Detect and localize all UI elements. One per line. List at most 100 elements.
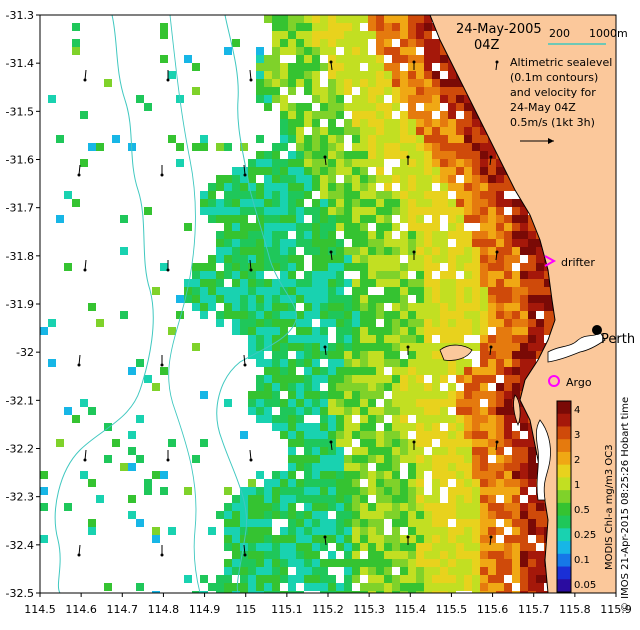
chl-pixel	[296, 111, 304, 119]
chl-pixel	[424, 79, 432, 87]
chl-pixel	[392, 519, 400, 527]
chl-pixel	[440, 119, 448, 127]
chl-pixel	[408, 591, 416, 593]
chl-pixel	[440, 503, 448, 511]
chl-pixel	[408, 167, 416, 175]
chl-pixel	[272, 255, 280, 263]
chl-pixel	[464, 559, 472, 567]
chl-pixel	[408, 335, 416, 343]
chl-pixel	[304, 159, 312, 167]
chl-pixel	[464, 447, 472, 455]
chl-pixel	[272, 39, 280, 47]
chl-pixel	[344, 327, 352, 335]
chl-pixel	[352, 399, 360, 407]
chl-pixel	[432, 527, 440, 535]
chl-pixel	[464, 151, 472, 159]
chl-pixel	[280, 303, 288, 311]
chl-pixel	[312, 447, 320, 455]
chl-pixel	[368, 119, 376, 127]
velocity-arrow	[84, 259, 87, 271]
chl-pixel	[416, 55, 424, 63]
chl-pixel	[544, 279, 552, 287]
colorbar-tick-label: 4	[574, 405, 580, 416]
chl-pixel	[288, 127, 296, 135]
chl-pixel	[536, 575, 544, 583]
chl-pixel	[400, 23, 408, 31]
chl-pixel	[376, 503, 384, 511]
chl-pixel	[368, 143, 376, 151]
chl-pixel	[344, 183, 352, 191]
velocity-arrow-head	[406, 535, 410, 539]
chl-pixel	[80, 471, 88, 479]
velocity-arrow-head	[329, 60, 333, 64]
chl-pixel	[248, 311, 256, 319]
chl-pixel	[312, 375, 320, 383]
chl-pixel	[272, 303, 280, 311]
chl-pixel	[344, 343, 352, 351]
chl-pixel	[400, 559, 408, 567]
chl-pixel	[256, 295, 264, 303]
chl-pixel	[416, 223, 424, 231]
chl-pixel	[256, 191, 264, 199]
chl-pixel	[264, 543, 272, 551]
chl-pixel	[416, 575, 424, 583]
chl-pixel	[400, 159, 408, 167]
chl-pixel	[504, 423, 512, 431]
chl-pixel	[224, 247, 232, 255]
chl-pixel	[368, 111, 376, 119]
chl-pixel	[376, 359, 384, 367]
chl-pixel	[360, 511, 368, 519]
chl-pixel	[248, 487, 256, 495]
chl-pixel	[216, 247, 224, 255]
chl-pixel	[480, 295, 488, 303]
chl-pixel	[408, 119, 416, 127]
velocity-arrow-head	[83, 78, 87, 82]
chl-pixel	[392, 367, 400, 375]
chl-pixel	[208, 583, 216, 591]
chl-pixel	[312, 383, 320, 391]
chl-pixel	[272, 351, 280, 359]
chl-pixel	[264, 407, 272, 415]
chl-pixel	[280, 407, 288, 415]
chl-pixel	[344, 399, 352, 407]
chl-pixel	[344, 191, 352, 199]
chl-pixel	[296, 383, 304, 391]
chl-pixel	[248, 575, 256, 583]
chl-pixel	[296, 31, 304, 39]
chl-pixel	[432, 407, 440, 415]
chl-pixel	[488, 271, 496, 279]
chl-pixel	[352, 519, 360, 527]
chl-pixel	[480, 127, 488, 135]
chl-pixel	[512, 319, 520, 327]
chl-pixel	[376, 471, 384, 479]
chl-pixel	[424, 439, 432, 447]
chl-pixel	[376, 567, 384, 575]
chl-pixel	[88, 519, 96, 527]
chl-pixel	[368, 575, 376, 583]
chl-pixel	[312, 247, 320, 255]
chl-pixel	[288, 135, 296, 143]
chl-pixel	[456, 303, 464, 311]
chl-pixel	[472, 159, 480, 167]
chl-pixel	[480, 567, 488, 575]
chl-pixel	[304, 327, 312, 335]
chl-pixel	[312, 255, 320, 263]
chl-pixel	[512, 303, 520, 311]
chl-pixel	[376, 271, 384, 279]
chl-pixel	[312, 343, 320, 351]
chl-pixel	[384, 79, 392, 87]
velocity-arrow-head	[406, 155, 410, 159]
chl-pixel	[400, 271, 408, 279]
chl-pixel	[400, 455, 408, 463]
chl-pixel	[256, 511, 264, 519]
chl-pixel	[456, 215, 464, 223]
chl-pixel	[288, 455, 296, 463]
chl-pixel	[280, 423, 288, 431]
chl-pixel	[392, 527, 400, 535]
chl-pixel	[496, 423, 504, 431]
chl-pixel	[344, 63, 352, 71]
chl-pixel	[280, 287, 288, 295]
chl-pixel	[376, 495, 384, 503]
chl-pixel	[368, 583, 376, 591]
x-tick-label: 115.4	[395, 603, 427, 616]
